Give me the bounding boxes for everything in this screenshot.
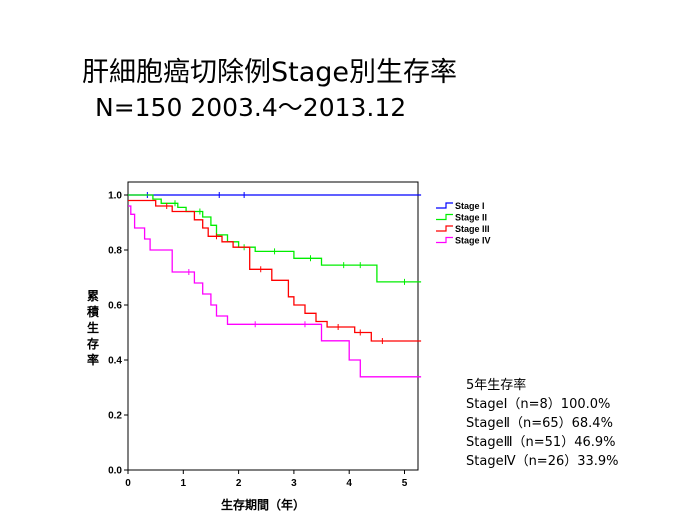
y-axis-title-char: 生 — [87, 320, 99, 335]
legend-swatch-stage-4 — [436, 236, 453, 244]
legend-label-stage-4: Stage IV — [455, 236, 491, 246]
survival-row-stage-1: StageⅠ（n=8）100.0% — [466, 397, 611, 412]
y-axis-title-char: 率 — [87, 352, 99, 367]
x-tick-label: 2 — [236, 478, 242, 489]
y-axis-title-char: 存 — [86, 336, 99, 351]
series-line-stage-2 — [128, 194, 422, 283]
series-lines — [128, 192, 422, 378]
y-tick-label: 0.2 — [108, 411, 122, 422]
survival-row-stage-4: StageⅣ（n=26）33.9% — [466, 454, 619, 469]
x-tick-label: 4 — [346, 478, 352, 489]
y-tick-label: 0.0 — [108, 466, 122, 477]
five-year-survival-table: 5年生存率 StageⅠ（n=8）100.0% StageⅡ（n=65）68.4… — [466, 376, 619, 471]
legend-label-stage-1: Stage I — [455, 201, 485, 211]
legend-swatch-stage-3 — [436, 225, 453, 232]
legend-swatch-stage-2 — [436, 213, 453, 221]
y-axis-title-char: 積 — [86, 304, 100, 319]
survival-table-heading: 5年生存率 — [466, 378, 527, 393]
axes: 0.0 0.2 0.4 0.6 0.8 1.0 0 1 2 3 4 5 — [108, 191, 408, 490]
legend-label-stage-2: Stage II — [455, 213, 487, 223]
series-line-stage-4 — [128, 205, 422, 378]
survival-row-stage-2: StageⅡ（n=65）68.4% — [466, 416, 613, 431]
y-axis-title: 累積生存率 — [86, 289, 100, 367]
slide-subtitle: N=150 2003.4～2013.12 — [95, 93, 407, 122]
plot-frame — [127, 181, 419, 471]
x-tick-label: 5 — [402, 478, 408, 489]
x-tick-label: 3 — [291, 478, 297, 489]
y-tick-label: 0.6 — [108, 301, 122, 312]
legend-swatch-stage-1 — [436, 202, 453, 209]
legend-label-stage-3: Stage III — [455, 224, 490, 234]
y-tick-label: 0.4 — [108, 356, 122, 367]
slide-title: 肝細胞癌切除例Stage別生存率 — [82, 57, 458, 88]
y-tick-label: 1.0 — [108, 191, 122, 202]
survival-row-stage-3: StageⅢ（n=51）46.9% — [466, 435, 616, 450]
y-tick-label: 0.8 — [108, 246, 122, 257]
x-tick-label: 0 — [125, 478, 131, 489]
x-axis-title: 生存期間（年） — [221, 497, 305, 512]
y-axis-title-char: 累 — [87, 289, 99, 303]
x-tick-label: 1 — [181, 478, 187, 489]
